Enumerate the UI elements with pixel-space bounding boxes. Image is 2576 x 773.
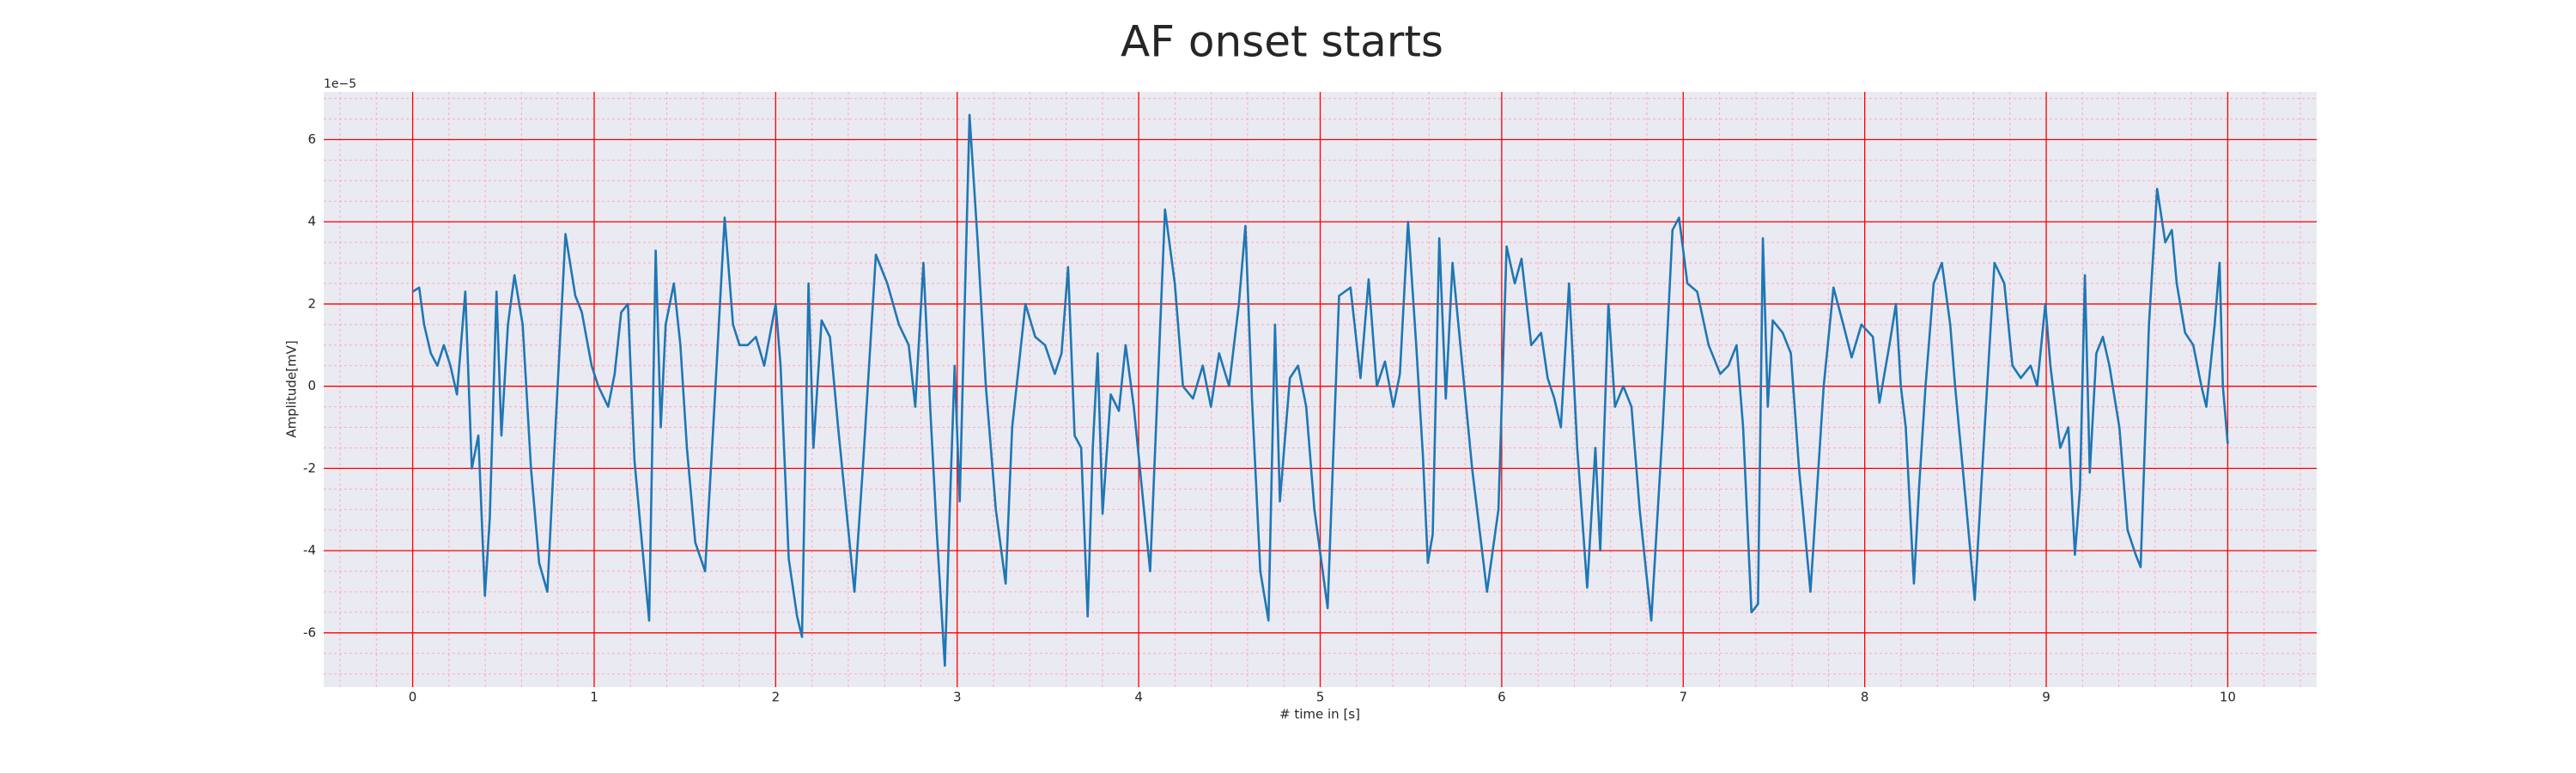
x-tick-label: 1 (590, 690, 598, 705)
x-tick-label: 0 (409, 690, 417, 705)
y-tick-label: -2 (303, 460, 316, 476)
x-tick-label: 3 (953, 690, 962, 705)
x-axis-label: # time in [s] (1279, 707, 1360, 722)
x-tick-label: 8 (1861, 690, 1869, 705)
y-tick-label: -6 (303, 624, 316, 640)
y-tick-label: 2 (307, 295, 316, 311)
x-tick-label: 2 (772, 690, 781, 705)
y-tick-label: -4 (303, 543, 316, 558)
x-tick-label: 9 (2042, 690, 2050, 705)
x-tick-label: 4 (1134, 690, 1143, 705)
y-offset-label: 1e−5 (324, 77, 356, 91)
x-tick-label: 10 (2220, 690, 2236, 705)
x-tick-label: 5 (1316, 690, 1325, 705)
x-tick-label: 6 (1498, 690, 1506, 705)
y-tick-label: 6 (307, 131, 316, 147)
y-tick-label: 4 (307, 214, 316, 229)
y-axis-label: Amplitude[mV] (284, 340, 300, 437)
chart-title: AF onset starts (1121, 17, 1443, 67)
y-tick-label: 0 (307, 378, 316, 393)
signal-line (411, 113, 2229, 667)
x-tick-label: 7 (1679, 690, 1687, 705)
